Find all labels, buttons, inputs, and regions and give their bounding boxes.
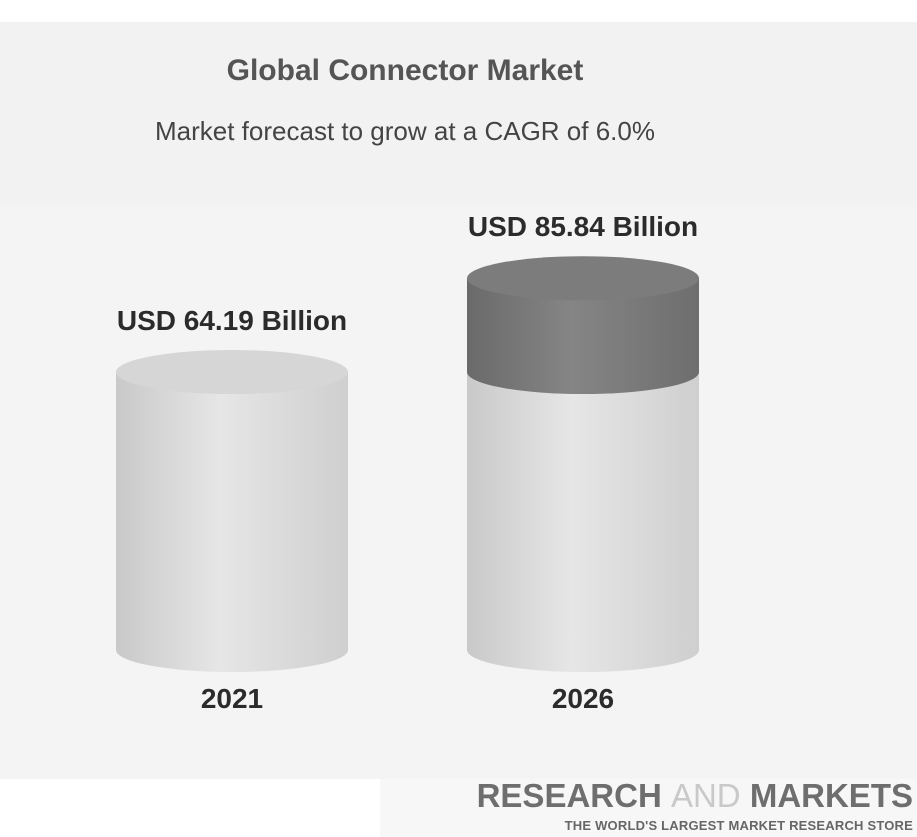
- chart-title: Global Connector Market: [226, 54, 584, 87]
- category-label-2026: 2026: [552, 683, 614, 714]
- cylinder-top-2021: [116, 350, 348, 394]
- cylinder-body-2021: [116, 372, 348, 672]
- brand-word-markets: MARKETS: [749, 777, 913, 814]
- category-label-2021: 2021: [201, 683, 263, 714]
- title-band: [0, 22, 917, 207]
- footer-brand-area: [380, 779, 917, 837]
- cropped-header-strip: [0, 0, 917, 22]
- cylinder-body-2026: [467, 372, 699, 672]
- footer-left-blank: [0, 779, 380, 837]
- research-and-markets-logo: RESEARCH AND MARKETS THE WORLD'S LARGEST…: [477, 777, 913, 833]
- brand-word-and: AND: [670, 777, 741, 814]
- data-label-2026: USD 85.84 Billion: [468, 211, 698, 242]
- cylinder-growth-segment-2026: [467, 278, 699, 394]
- data-label-2021: USD 64.19 Billion: [117, 305, 347, 336]
- brand-tagline: THE WORLD'S LARGEST MARKET RESEARCH STOR…: [564, 818, 913, 833]
- cylinder-top-2026: [467, 256, 699, 301]
- chart-subtitle: Market forecast to grow at a CAGR of 6.0…: [155, 116, 655, 146]
- cylinder-chart: USD 64.19 Billion 2021 USD 85.84 Billion 20…: [116, 211, 699, 714]
- brand-word-research: RESEARCH: [476, 777, 662, 814]
